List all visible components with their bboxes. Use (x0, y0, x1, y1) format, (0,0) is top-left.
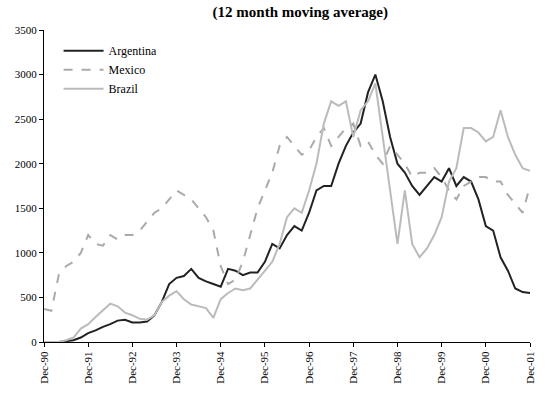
svg-text:1000: 1000 (15, 247, 38, 259)
svg-text:Dec-93: Dec-93 (170, 351, 182, 384)
svg-text:Dec-91: Dec-91 (82, 351, 94, 383)
svg-text:2000: 2000 (15, 158, 38, 170)
svg-text:0: 0 (31, 336, 37, 348)
svg-text:Dec-01: Dec-01 (524, 351, 536, 383)
svg-text:Dec-96: Dec-96 (303, 351, 315, 384)
svg-text:3000: 3000 (15, 68, 38, 80)
svg-text:Mexico: Mexico (109, 63, 146, 77)
svg-text:Dec-97: Dec-97 (347, 351, 359, 384)
svg-text:1500: 1500 (15, 202, 38, 214)
svg-text:Dec-99: Dec-99 (435, 351, 447, 384)
svg-text:3500: 3500 (15, 24, 38, 36)
svg-text:Dec-98: Dec-98 (391, 351, 403, 384)
svg-text:Dec-94: Dec-94 (214, 351, 226, 384)
svg-text:Argentina: Argentina (109, 44, 157, 58)
svg-text:Dec-95: Dec-95 (258, 351, 270, 384)
svg-text:(12 month moving average): (12 month moving average) (213, 4, 388, 21)
svg-text:Dec-90: Dec-90 (38, 351, 50, 384)
svg-text:Brazil: Brazil (109, 82, 139, 96)
svg-text:2500: 2500 (15, 113, 38, 125)
svg-text:Dec-00: Dec-00 (479, 351, 491, 384)
svg-text:500: 500 (20, 291, 37, 303)
svg-text:Dec-92: Dec-92 (126, 351, 138, 383)
